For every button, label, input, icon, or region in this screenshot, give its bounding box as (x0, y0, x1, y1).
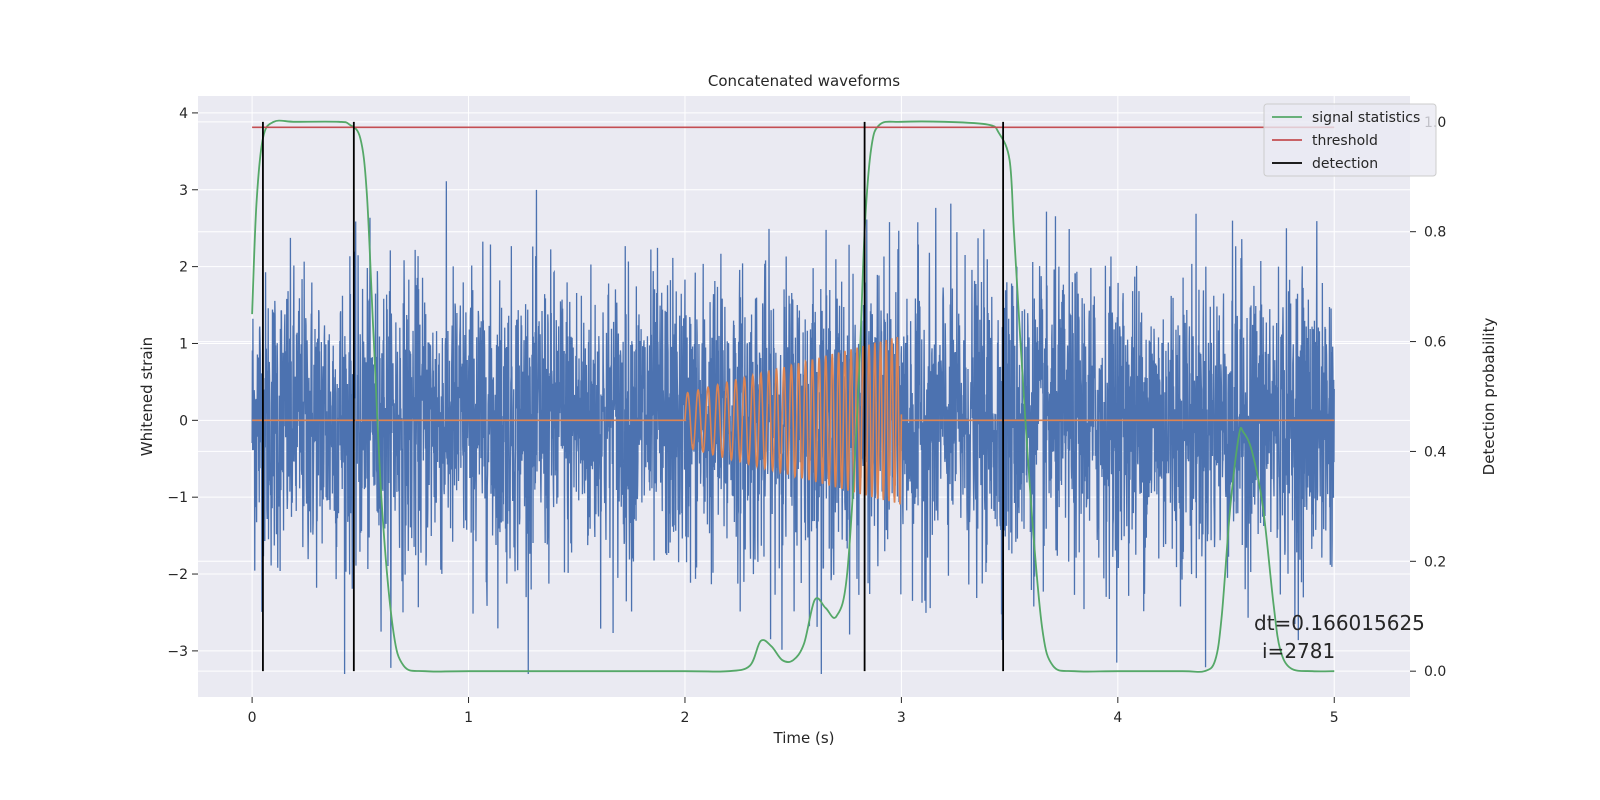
series-line-injection (252, 336, 1335, 505)
annotation-dt: dt=0.166015625 (1254, 611, 1425, 635)
x-tick-label: 2 (681, 710, 690, 726)
y-tick-label: −1 (167, 490, 188, 506)
y-tick-label: 2 (179, 260, 188, 276)
x-tick-label: 0 (248, 710, 257, 726)
y-tick-label: 3 (179, 183, 188, 199)
y2-tick-label: 0.8 (1424, 225, 1446, 241)
x-axis: 0 1 2 3 4 5 (248, 697, 1339, 726)
detection-lines (262, 121, 1005, 672)
legend-label-detection: detection (1312, 156, 1378, 172)
y2-tick-label: 0.0 (1424, 664, 1446, 680)
y-axis-left: −3 −2 −1 0 1 2 3 4 (167, 106, 198, 660)
x-axis-label: Time (s) (773, 729, 835, 747)
y-axis-label: Whitened strain (138, 337, 156, 456)
x-tick-label: 3 (897, 710, 906, 726)
x-tick-label: 5 (1330, 710, 1339, 726)
series-line-signal-statistics (251, 119, 1335, 673)
y2-tick-label: 0.6 (1424, 335, 1446, 351)
x-tick-label: 1 (464, 710, 473, 726)
y-tick-label: −2 (167, 567, 188, 583)
legend: signal statistics threshold detection (1263, 103, 1437, 177)
y-tick-label: 0 (179, 413, 188, 429)
legend-box (1263, 103, 1437, 177)
plot-area (251, 119, 1335, 674)
y2-axis-label: Detection probability (1480, 318, 1498, 476)
annotation-i: i=2781 (1262, 639, 1335, 663)
y-axis-right: 0.00.20.40.60.81.0 (1410, 115, 1446, 680)
y2-tick-label: 0.2 (1424, 554, 1446, 570)
y-tick-label: 1 (179, 336, 188, 352)
y-tick-label: −3 (167, 644, 188, 660)
x-tick-label: 4 (1113, 710, 1122, 726)
legend-label-signal-statistics: signal statistics (1312, 110, 1420, 126)
y2-tick-label: 0.4 (1424, 444, 1446, 460)
y-tick-label: 4 (179, 106, 188, 122)
chart-title: Concatenated waveforms (708, 72, 900, 90)
legend-label-threshold: threshold (1312, 133, 1378, 149)
